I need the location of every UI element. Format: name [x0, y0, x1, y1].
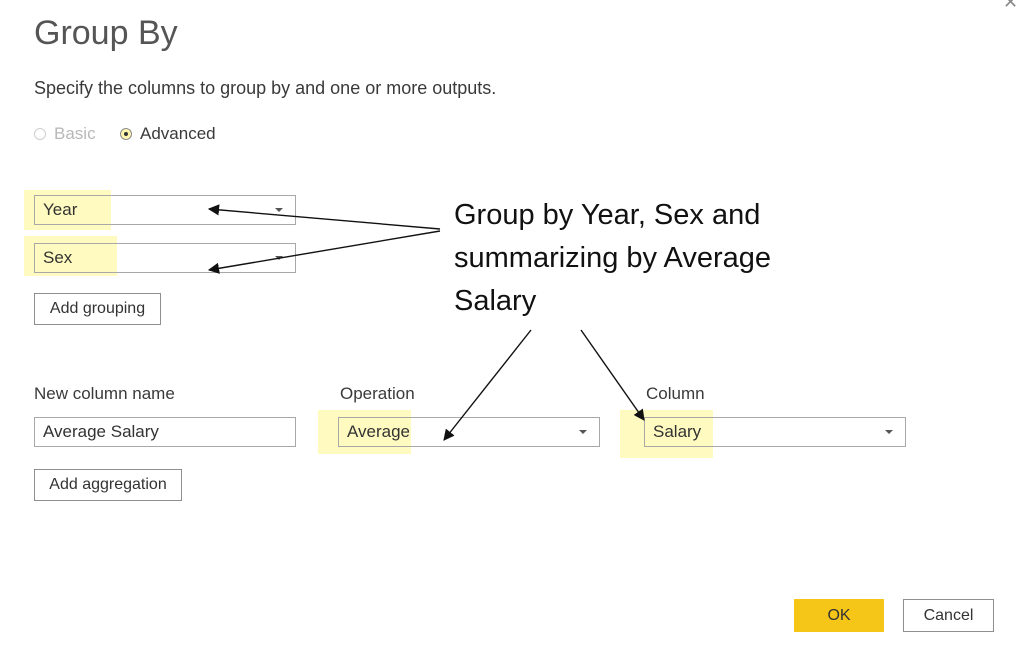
operation-value: Average [347, 422, 411, 441]
add-aggregation-button[interactable]: Add aggregation [34, 469, 182, 501]
group-by-sex-value: Sex [43, 248, 73, 267]
radio-advanced-label: Advanced [140, 124, 216, 143]
chevron-down-icon [885, 430, 893, 434]
column-value: Salary [653, 422, 702, 441]
highlight-year [24, 190, 111, 230]
ok-button[interactable]: OK [794, 599, 884, 632]
column-label: Column [646, 384, 705, 403]
dialog-subtitle: Specify the columns to group by and one … [34, 78, 497, 98]
new-column-name-input[interactable]: Average Salary [34, 417, 296, 447]
chevron-down-icon [275, 256, 283, 260]
radio-basic-indicator [34, 128, 46, 140]
arrow-to-column [580, 329, 645, 421]
group-by-year-value: Year [43, 200, 78, 219]
add-grouping-button[interactable]: Add grouping [34, 293, 161, 325]
dialog-title: Group By [34, 14, 178, 52]
operation-dropdown[interactable]: Average [338, 417, 600, 447]
group-by-year-dropdown[interactable]: Year [34, 195, 296, 225]
highlight-sex [24, 236, 117, 276]
chevron-down-icon [579, 430, 587, 434]
radio-advanced[interactable]: Advanced [120, 124, 216, 144]
close-icon[interactable]: ✕ [1003, 0, 1017, 12]
column-dropdown[interactable]: Salary [644, 417, 906, 447]
radio-basic-label: Basic [54, 124, 96, 143]
operation-label: Operation [340, 384, 415, 403]
radio-advanced-indicator [120, 128, 132, 140]
radio-basic[interactable]: Basic [34, 124, 96, 144]
chevron-down-icon [275, 208, 283, 212]
annotation-text: Group by Year, Sex and summarizing by Av… [454, 199, 772, 317]
cancel-button[interactable]: Cancel [903, 599, 994, 632]
new-column-name-label: New column name [34, 384, 175, 403]
group-by-sex-dropdown[interactable]: Sex [34, 243, 296, 273]
